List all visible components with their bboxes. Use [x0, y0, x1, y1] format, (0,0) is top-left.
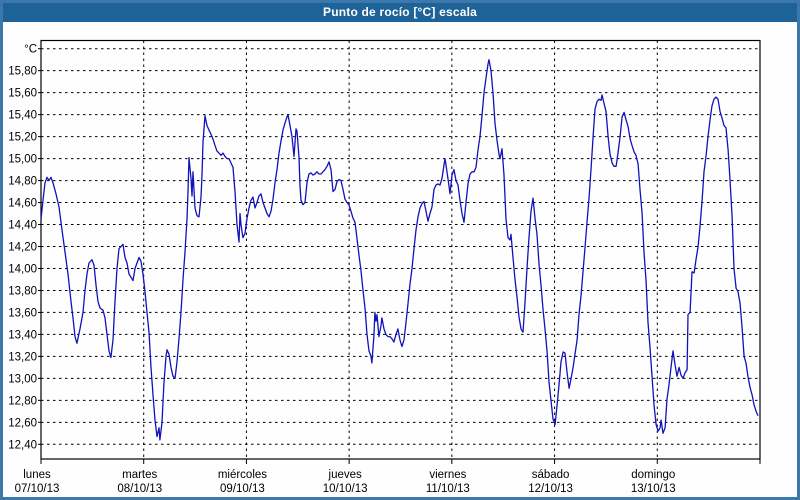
x-day-name-label: domingo: [631, 469, 675, 481]
x-day-date-label: 07/10/13: [15, 483, 60, 495]
x-day-date-label: 08/10/13: [117, 483, 162, 495]
x-day-date-label: 13/10/13: [631, 483, 676, 495]
x-day-name-label: lunes: [23, 469, 51, 481]
y-tick-label: 12,60: [8, 417, 37, 429]
y-tick-label: 14,00: [8, 263, 37, 275]
y-tick-label: °C: [24, 44, 37, 56]
chart-title-bar: Punto de rocío [°C] escala: [3, 3, 797, 22]
dewpoint-series-line: [40, 59, 759, 441]
x-day-date-label: 12/10/13: [528, 483, 573, 495]
y-tick-label: 14,20: [8, 242, 37, 254]
y-tick-label: 14,80: [8, 176, 37, 188]
x-day-name-label: martes: [122, 469, 157, 481]
plot-border: [40, 39, 761, 460]
y-tick-label: 15,80: [8, 66, 37, 78]
y-tick-label: 14,40: [8, 220, 37, 232]
y-tick-label: 12,80: [8, 395, 37, 407]
x-day-name-label: sábado: [532, 469, 570, 481]
x-day-name-label: jueves: [328, 469, 362, 481]
x-day-date-label: 10/10/13: [323, 483, 368, 495]
y-tick-label: 13,20: [8, 351, 37, 363]
y-tick-label: 14,60: [8, 198, 37, 210]
y-tick-label: 15,40: [8, 110, 37, 122]
y-tick-label: 13,00: [8, 373, 37, 385]
y-tick-label: 15,60: [8, 88, 37, 100]
y-tick-label: 15,00: [8, 154, 37, 166]
y-tick-label: 13,40: [8, 329, 37, 341]
dewpoint-line-chart: °C 15,80 15,60 15,40 15,20 15,00 14,80 14,60 14,…: [8, 39, 761, 495]
y-tick-label: 12,40: [8, 439, 37, 451]
x-day-date-label: 09/10/13: [220, 483, 265, 495]
y-tick-label: 13,80: [8, 285, 37, 297]
y-tick-label: 13,60: [8, 307, 37, 319]
x-day-date-label: 11/10/13: [426, 483, 470, 495]
x-day-name-label: miércoles: [218, 469, 267, 481]
y-tick-label: 15,20: [8, 132, 37, 144]
x-day-name-label: viernes: [429, 469, 466, 481]
